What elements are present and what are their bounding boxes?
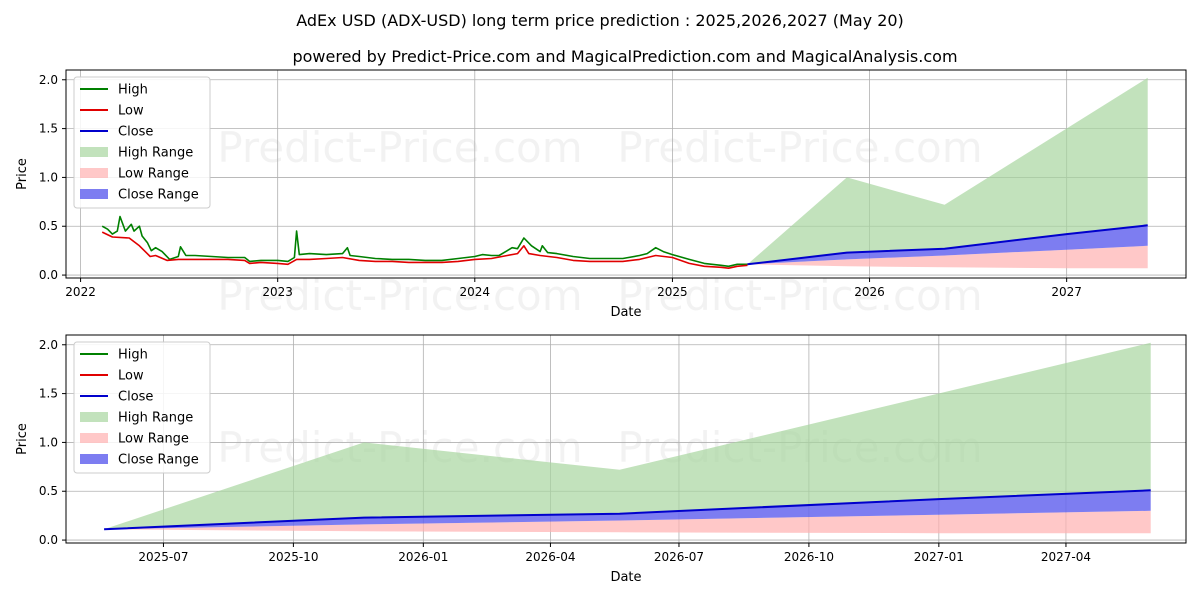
p1-x-tick-label: 2026-01 bbox=[398, 550, 448, 564]
p1-legend-swatch-low-range bbox=[80, 433, 108, 443]
p1-y-tick-label: 0.0 bbox=[39, 533, 58, 547]
p1-x-tick-label: 2026-07 bbox=[654, 550, 704, 564]
p0-x-tick-label: 2022 bbox=[65, 285, 96, 299]
p0-low-range-area bbox=[747, 245, 1148, 269]
p0-legend: High Low Close High Range Low Range Close Ran… bbox=[73, 76, 211, 209]
p1-x-tick-label: 2025-07 bbox=[138, 550, 188, 564]
p1-legend: High Low Close High Range Low Range Close Ran… bbox=[73, 341, 211, 474]
p0-low-line bbox=[101, 231, 748, 270]
p1-high-range-area bbox=[104, 342, 1151, 530]
p0-y-tick-label: 1.0 bbox=[39, 170, 58, 184]
p0-x-axis-label: Date bbox=[610, 305, 641, 320]
p1-y-tick-label: 0.5 bbox=[39, 484, 58, 498]
p1-legend-label-close-range: Close Range bbox=[118, 453, 199, 468]
chart-title: AdEx USD (ADX-USD) long term price predi… bbox=[296, 11, 904, 30]
bottom-chart-panel: Predict-Price.comPredict-Price.com2025-0… bbox=[15, 334, 1187, 585]
p0-high-range-area bbox=[747, 77, 1148, 265]
p1-y-tick-label: 1.5 bbox=[39, 387, 58, 401]
p0-plot-frame bbox=[65, 69, 1187, 279]
p0-y-tick-label: 1.5 bbox=[39, 122, 58, 136]
p1-legend-label-low: Low bbox=[118, 369, 144, 384]
p0-x-tick-label: 2027 bbox=[1051, 285, 1082, 299]
p0-y-axis-label: Price bbox=[15, 158, 30, 190]
p1-legend-label-close: Close bbox=[118, 390, 153, 405]
p0-legend-label-low-range: Low Range bbox=[118, 167, 189, 182]
p0-x-tick-label: 2026 bbox=[854, 285, 885, 299]
p0-legend-swatch-high-range bbox=[80, 147, 108, 157]
p1-low-range-area bbox=[104, 510, 1151, 534]
p0-watermark-text: Predict-Price.com bbox=[217, 123, 582, 172]
p0-high-line bbox=[101, 215, 748, 268]
p0-x-tick-label: 2024 bbox=[460, 285, 491, 299]
p0-watermark-text: Predict-Price.com bbox=[617, 123, 982, 172]
p1-y-tick-label: 1.0 bbox=[39, 435, 58, 449]
p1-close-range-area bbox=[104, 490, 1151, 530]
p1-legend-label-low-range: Low Range bbox=[118, 432, 189, 447]
p1-legend-label-high: High bbox=[118, 348, 148, 363]
p1-legend-swatch-high-range bbox=[80, 412, 108, 422]
p0-legend-swatch-low-range bbox=[80, 168, 108, 178]
p1-y-axis-label: Price bbox=[15, 423, 30, 455]
p1-plot-frame bbox=[65, 334, 1187, 544]
p1-y-tick-label: 2.0 bbox=[39, 338, 58, 352]
p0-x-tick-label: 2023 bbox=[262, 285, 293, 299]
p1-legend-label-high-range: High Range bbox=[118, 411, 193, 426]
p0-watermark-text: Predict-Price.com bbox=[617, 271, 982, 320]
p0-legend-swatch-close-range bbox=[80, 189, 108, 199]
p0-y-tick-label: 2.0 bbox=[39, 73, 58, 87]
p0-x-tick-label: 2025 bbox=[657, 285, 688, 299]
p0-y-tick-label: 0.5 bbox=[39, 219, 58, 233]
p1-x-tick-label: 2027-01 bbox=[914, 550, 964, 564]
p0-close-line bbox=[747, 224, 1148, 266]
p1-x-tick-label: 2026-10 bbox=[784, 550, 834, 564]
p1-x-tick-label: 2027-04 bbox=[1041, 550, 1091, 564]
p1-close-line bbox=[104, 489, 1151, 531]
top-chart-panel: Predict-Price.com Predict-Price.com Predic… bbox=[15, 69, 1187, 320]
p1-x-tick-label: 2025-10 bbox=[268, 550, 318, 564]
chart-subtitle: powered by Predict-Price.com and Magical… bbox=[292, 47, 957, 66]
p0-legend-label-high: High bbox=[118, 83, 148, 98]
p0-y-tick-label: 0.0 bbox=[39, 268, 58, 282]
p0-legend-label-close-range: Close Range bbox=[118, 188, 199, 203]
p0-legend-label-close: Close bbox=[118, 125, 153, 140]
p0-legend-label-low: Low bbox=[118, 104, 144, 119]
p0-legend-label-high-range: High Range bbox=[118, 146, 193, 161]
p1-legend-swatch-close-range bbox=[80, 454, 108, 464]
p1-x-tick-label: 2026-04 bbox=[525, 550, 575, 564]
p0-close-range-area bbox=[747, 225, 1148, 265]
p1-x-axis-label: Date bbox=[610, 570, 641, 585]
p0-watermark-text: Predict-Price.com bbox=[217, 271, 582, 320]
